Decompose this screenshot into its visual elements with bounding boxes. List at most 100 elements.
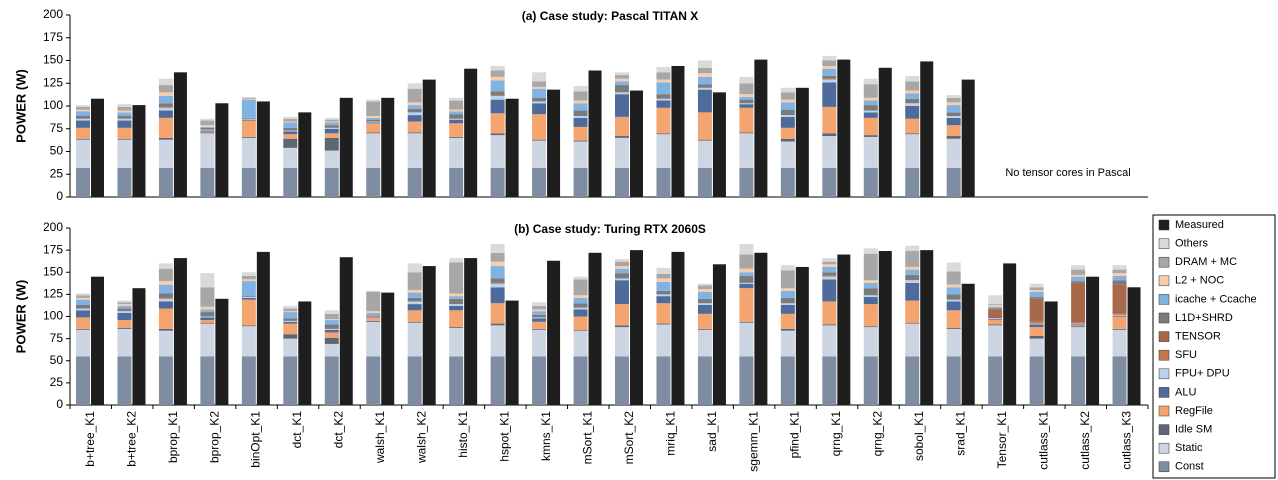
measured-bar <box>754 252 768 405</box>
bar-segment <box>76 293 90 296</box>
bar-segment <box>283 127 298 131</box>
bar-segment <box>615 94 629 117</box>
x-tick-label: bprop_K1 <box>166 411 180 463</box>
bar-segment <box>283 131 298 135</box>
bar-segment <box>158 137 173 140</box>
bar-segment <box>76 295 90 298</box>
bar-segment <box>905 280 920 283</box>
x-tick-label: walsh_K2 <box>415 411 429 464</box>
bar-segment <box>1029 338 1044 357</box>
bar-segment <box>780 290 795 298</box>
bar-segment <box>822 60 837 66</box>
bar-segment <box>822 82 837 107</box>
bar-segment <box>615 92 629 95</box>
bar-segment <box>490 303 505 324</box>
bar-segment <box>76 308 90 311</box>
bar-segment <box>615 266 629 269</box>
bar-segment <box>822 68 837 76</box>
x-tick-label: mSort_K1 <box>580 411 594 465</box>
bar-segment <box>117 328 132 329</box>
measured-bar <box>173 258 187 405</box>
y-tick-label: 200 <box>43 220 63 234</box>
bar-segment <box>1112 284 1127 314</box>
bar-segment <box>324 328 339 330</box>
bar-segment <box>241 97 256 99</box>
bar-segment <box>1029 289 1044 292</box>
bar-segment <box>490 99 505 114</box>
measured-bar <box>298 301 312 405</box>
bar-segment <box>200 131 215 133</box>
bar-segment <box>615 81 629 86</box>
y-axis-label: POWER (W) <box>13 69 28 143</box>
bar-segment <box>532 86 547 89</box>
x-tick-label: kmns_K1 <box>539 411 553 461</box>
bar-segment <box>780 356 795 405</box>
bar-segment <box>283 305 298 309</box>
bar-segment <box>946 102 961 106</box>
bar-segment <box>697 291 712 299</box>
measured-bar <box>1086 276 1100 405</box>
bar-segment <box>324 320 339 325</box>
bar-segment <box>449 167 464 197</box>
bar-segment <box>697 67 712 74</box>
bar-segment <box>697 285 712 290</box>
bar-segment <box>822 78 837 80</box>
legend-swatch <box>1158 331 1170 342</box>
bar-segment <box>822 133 837 137</box>
bar-segment <box>1029 327 1044 336</box>
bar-segment <box>366 132 381 134</box>
bar-segment <box>615 356 629 405</box>
bar-segment <box>449 111 464 115</box>
bar-segment <box>946 167 961 197</box>
bar-segment <box>117 328 132 357</box>
bar-segment <box>158 106 173 108</box>
bar-segment <box>697 289 712 292</box>
bar-segment <box>200 130 215 132</box>
measured-bar <box>215 103 229 197</box>
bar-segment <box>200 316 215 318</box>
bar-segment <box>158 308 173 329</box>
bar-segment <box>283 338 298 357</box>
bar-segment <box>324 121 339 123</box>
bar-segment <box>780 138 795 142</box>
measured-bar <box>91 276 104 405</box>
bar-segment <box>946 97 961 103</box>
bar-segment <box>905 282 920 301</box>
legend-label: TENSOR <box>1175 331 1221 343</box>
bar-segment <box>366 116 381 118</box>
bar-segment <box>158 268 173 282</box>
bar-segment <box>780 313 795 329</box>
bar-segment <box>573 91 588 101</box>
measured-bar <box>132 288 146 405</box>
bar-segment <box>822 356 837 405</box>
bar-segment <box>573 329 588 331</box>
bar-segment <box>739 254 754 269</box>
bar-segment <box>1029 283 1044 288</box>
bar-segment <box>946 136 961 139</box>
bar-segment <box>697 89 712 113</box>
legend-swatch <box>1158 275 1170 287</box>
bar-segment <box>656 94 671 99</box>
legend-label: Idle SM <box>1175 424 1212 436</box>
bar-segment <box>780 99 795 103</box>
bar-segment <box>697 303 712 305</box>
bar-segment <box>76 328 90 330</box>
bar-segment <box>946 125 961 137</box>
bar-segment <box>780 102 795 110</box>
bar-segment <box>697 76 712 85</box>
y-tick-label: 50 <box>50 144 64 158</box>
bar-segment <box>407 102 422 106</box>
bar-segment <box>158 167 173 197</box>
bar-segment <box>739 133 754 168</box>
bar-segment <box>822 136 837 168</box>
bar-segment <box>158 263 173 269</box>
bar-segment <box>532 81 547 87</box>
bar-segment <box>697 283 712 286</box>
bar-segment <box>76 120 90 128</box>
bar-segment <box>1029 291 1044 298</box>
bar-segment <box>200 273 215 288</box>
bar-segment <box>988 320 1003 325</box>
bar-segment <box>1071 276 1086 282</box>
bar-segment <box>656 303 671 324</box>
legend-label: Static <box>1175 442 1203 454</box>
